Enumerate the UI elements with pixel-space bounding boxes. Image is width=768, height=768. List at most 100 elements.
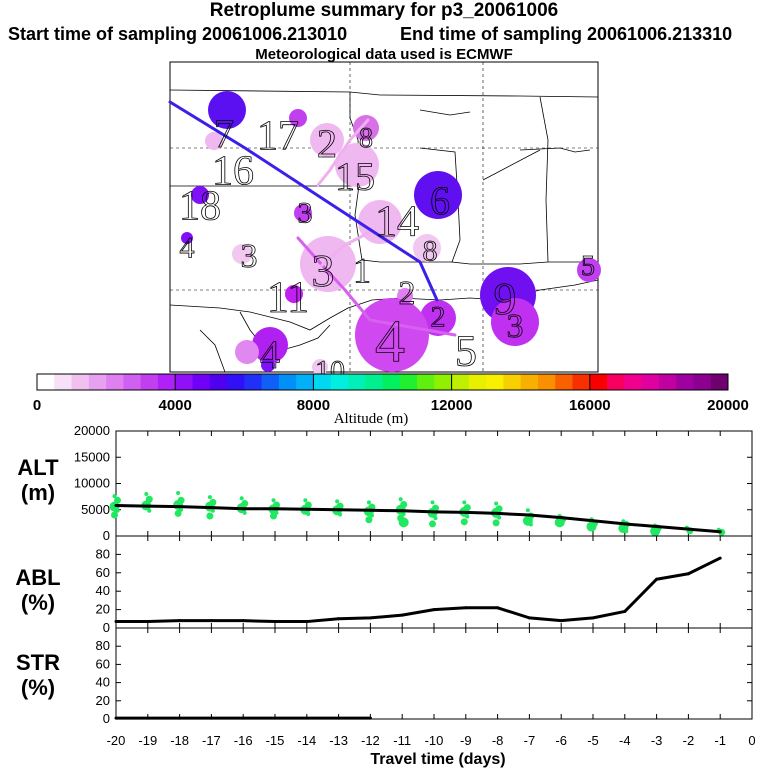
start-time-label: Start time of sampling 20061006.213010 [8,24,348,44]
colorbar-swatch [330,374,349,390]
alt-scatter-point [650,526,661,537]
cluster-label: 2 [317,121,337,166]
cluster-circle [353,115,379,141]
colorbar-swatch [607,374,625,390]
cluster-circle [577,258,601,282]
colorbar-tick-label: 0 [33,397,41,414]
cluster-circle [413,234,441,262]
x-tick-label: -17 [202,733,221,748]
alt-scatter-point [206,512,214,520]
colorbar-swatch [140,374,159,390]
trajectory-main [168,100,439,302]
trajectory-secondary [320,230,372,267]
cluster-circle [335,143,379,187]
cluster-label: 4 [260,332,280,377]
cluster-label: 3 [312,245,335,296]
abl-data-point [686,572,690,576]
cluster-label: 14 [375,196,419,245]
alt-data-point [241,507,245,511]
alt-data-point [655,525,659,529]
colorbar-swatch [157,374,176,390]
x-tick-label: -13 [329,733,348,748]
colorbar-swatch [589,374,608,390]
colorbar-swatch [572,374,591,390]
chart-title: Retroplume summary for p3_20061006 [209,0,559,21]
abl-y-tick-label: 80 [96,546,110,561]
colorbar-tick-label: 4000 [159,397,192,414]
str-y-tick-label: 60 [96,656,110,671]
altitude-colorbar: 0 4000 8000 12000 16000 20000 [33,373,749,414]
alt-scatter-point [497,515,502,520]
x-tick-label: -18 [170,733,189,748]
str-data-point [178,716,182,720]
alt-scatter-point [306,511,311,516]
alt-scatter-point [554,517,565,528]
alt-scatter-point [271,498,276,503]
colorbar-swatch [278,374,297,390]
alt-scatter-point [460,518,468,526]
colorbar-swatch [37,374,55,390]
cluster-label: 3 [298,197,313,230]
cluster-circle [294,204,312,222]
alt-data-point [718,530,722,534]
colorbar-swatch [106,374,124,390]
colorbar-swatch [296,374,314,390]
cluster-circle [312,359,328,375]
abl-data-point [623,609,627,613]
alt-panel-label: ALT [17,455,59,480]
alt-data-point [368,508,372,512]
str-y-tick-label: 40 [96,675,110,690]
cluster-circle [491,298,539,346]
cluster-circle [181,232,193,244]
colorbar-tick-label: 20000 [707,397,749,414]
abl-data-point [305,620,309,624]
colorbar-swatch [451,374,470,390]
abl-y-tick-label: 40 [96,583,110,598]
alt-scatter-point [586,521,597,532]
x-tick-label: -8 [492,733,504,748]
abl-data-point [209,619,213,623]
colorbar-swatch [468,374,487,390]
abl-data-point [527,616,531,620]
x-tick-label: -11 [393,733,411,748]
x-tick-label: -14 [297,733,316,748]
alt-scatter-point [239,496,244,501]
x-tick-label: -2 [683,733,695,748]
colorbar-swatch [710,374,729,390]
cluster-label: 7 [214,111,234,156]
alt-data-point [591,519,595,523]
alt-y-tick-label: 15000 [74,449,110,464]
cluster-circle [420,300,456,336]
colorbar-swatch [261,374,280,390]
x-tick-label: -6 [555,733,567,748]
alt-scatter-point [429,520,436,528]
alt-data-point [464,510,468,514]
trajectory-secondary [316,118,370,187]
alt-y-tick-label: 0 [103,528,110,543]
cluster-label: 4 [375,308,405,374]
alt-y-tick-label: 5000 [81,502,110,517]
colorbar-swatch [658,374,677,390]
alt-data-point [432,510,436,514]
colorbar-swatch [175,374,193,390]
alt-scatter-point [492,519,500,527]
colorbar-tick-label: 16000 [569,397,611,414]
alt-data-point [527,513,531,517]
colorbar-swatch [520,374,539,390]
alt-data-point [686,527,690,531]
x-tick-label: -4 [619,733,631,748]
alt-data-point [559,516,563,520]
alt-scatter-point [369,513,374,518]
abl-data-point [496,606,500,610]
cluster-circle [355,298,429,372]
abl-data-point [400,613,404,617]
alt-scatter-point [111,511,118,519]
colorbar-swatch [693,374,712,390]
cluster-label: 18 [179,184,221,230]
met-data-label: Meteorological data used is ECMWF [255,46,513,63]
alt-data-point [209,506,213,510]
abl-data-point [241,619,245,623]
x-tick-label: -15 [266,733,285,748]
cluster-label: 5 [581,251,595,282]
